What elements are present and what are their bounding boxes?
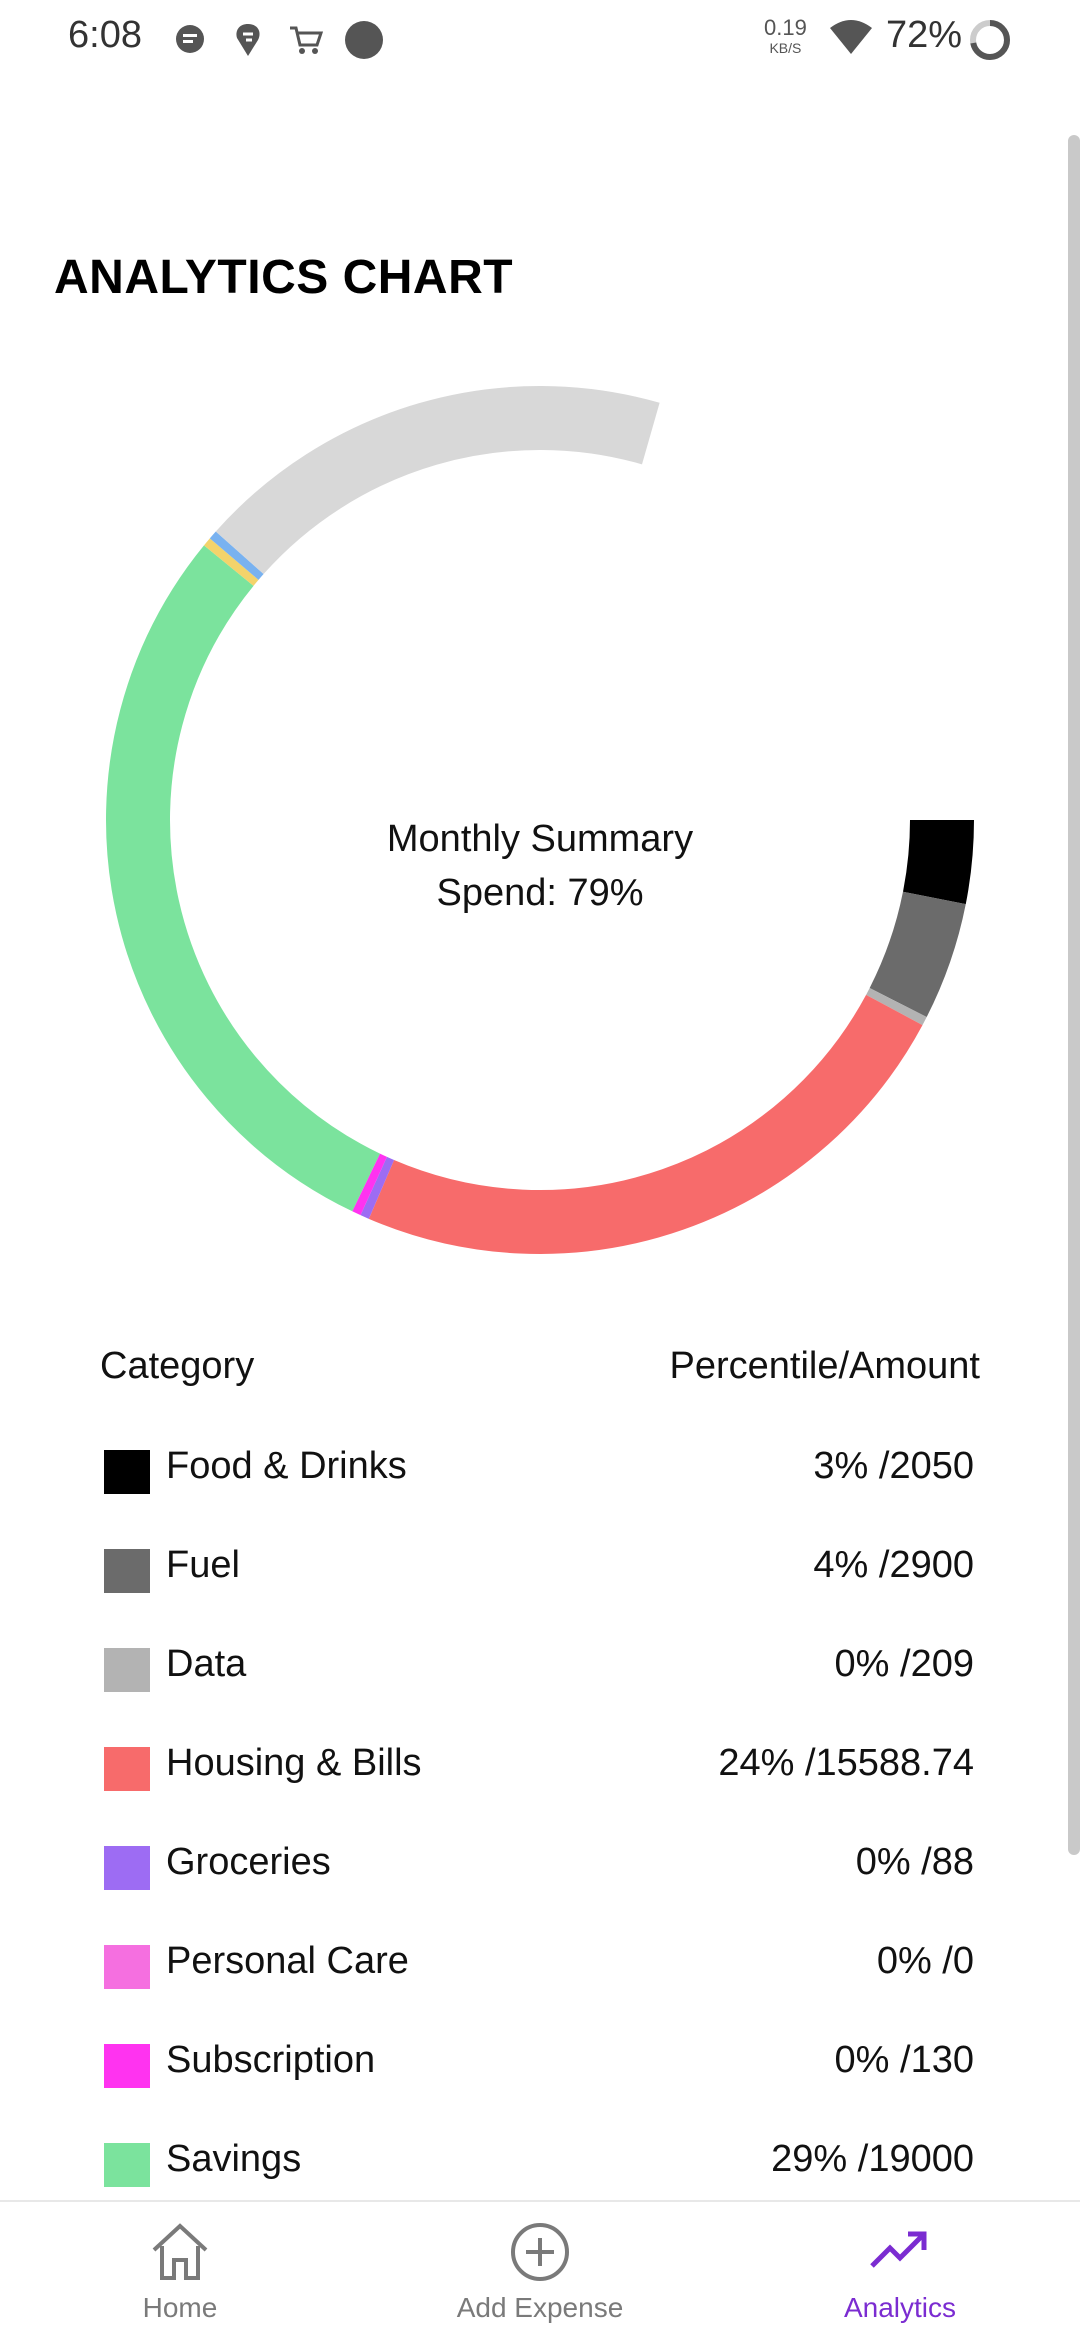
- chart-slice-groceries: [360, 1156, 395, 1219]
- chart-slice-accent-1: [203, 538, 259, 586]
- chart-slice-subscription: [352, 1153, 388, 1216]
- category-list: Food & Drinks 3% /2050 Fuel 4% /2900 Dat…: [104, 1445, 974, 2237]
- category-label: Savings: [166, 2138, 302, 2180]
- category-value: 29% /19000: [771, 2138, 974, 2180]
- page-title: ANALYTICS CHART: [54, 251, 514, 304]
- category-value: 3% /2050: [813, 1445, 974, 1487]
- category-label: Fuel: [166, 1544, 240, 1586]
- status-time: 6:08: [68, 14, 142, 56]
- category-label: Groceries: [166, 1841, 331, 1883]
- category-value: 0% /209: [834, 1643, 974, 1685]
- category-value: 0% /88: [855, 1841, 974, 1883]
- color-swatch: [104, 1846, 150, 1890]
- wifi-icon: [828, 18, 874, 58]
- color-swatch: [104, 2044, 150, 2088]
- chart-summary: Monthly Summary Spend: 79%: [105, 812, 975, 920]
- list-item: Groceries 0% /88: [104, 1841, 974, 1940]
- header-category: Category: [100, 1345, 255, 1387]
- chart-slice-food-drinks: [902, 819, 974, 905]
- category-value: 24% /15588.74: [718, 1742, 974, 1784]
- dot-icon: [344, 20, 384, 60]
- category-value: 0% /0: [876, 1940, 974, 1982]
- notification-icons: [170, 18, 384, 62]
- nav-analytics[interactable]: Analytics: [780, 2202, 1020, 2340]
- chart-slice-data: [866, 987, 927, 1026]
- list-item: Subscription 0% /130: [104, 2039, 974, 2138]
- category-label: Data: [166, 1643, 247, 1685]
- list-item: Data 0% /209: [104, 1643, 974, 1742]
- nav-add-expense-label: Add Expense: [456, 2292, 624, 2323]
- list-item: Housing & Bills 24% /15588.74: [104, 1742, 974, 1841]
- net-speed-unit: KB/S: [769, 40, 802, 56]
- battery-icon: [968, 18, 1012, 62]
- list-item: Food & Drinks 3% /2050: [104, 1445, 974, 1544]
- header-amount: Percentile/Amount: [669, 1345, 981, 1387]
- chart-slice-fuel: [869, 891, 966, 1018]
- table-header: Category Percentile/Amount: [100, 1345, 980, 1395]
- scrollbar[interactable]: [1068, 135, 1080, 1855]
- category-label: Subscription: [166, 2039, 376, 2081]
- net-speed-value: 0.19: [764, 15, 807, 40]
- color-swatch: [104, 1747, 150, 1791]
- category-label: Food & Drinks: [166, 1445, 407, 1487]
- nav-home[interactable]: Home: [60, 2202, 300, 2340]
- list-item: Savings 29% /19000: [104, 2138, 974, 2237]
- battery-percent: 72%: [886, 14, 963, 56]
- category-value: 0% /130: [834, 2039, 974, 2081]
- donut-chart: [106, 386, 974, 1254]
- color-swatch: [104, 1648, 150, 1692]
- network-speed: 0.19 KB/S: [764, 15, 807, 58]
- message-icon: [170, 20, 210, 60]
- chart-slice-accent-2: [209, 531, 264, 580]
- cart-icon: [286, 20, 326, 60]
- add-circle-icon: [508, 2220, 572, 2284]
- swiggy-icon: [228, 20, 268, 60]
- home-icon: [148, 2220, 212, 2284]
- chart-slice-remaining: [215, 386, 660, 575]
- list-item: Personal Care 0% /0: [104, 1940, 974, 2039]
- color-swatch: [104, 1945, 150, 1989]
- chart-summary-title: Monthly Summary: [386, 818, 694, 860]
- color-swatch: [104, 1450, 150, 1494]
- chart-slice-savings: [106, 545, 380, 1212]
- category-value: 4% /2900: [813, 1544, 974, 1586]
- list-item: Fuel 4% /2900: [104, 1544, 974, 1643]
- bottom-navigation: Home Add Expense Analytics: [0, 2200, 1080, 2340]
- color-swatch: [104, 2143, 150, 2187]
- nav-home-label: Home: [142, 2292, 218, 2323]
- category-label: Housing & Bills: [166, 1742, 422, 1784]
- chart-slice-housing-bills: [368, 994, 923, 1254]
- nav-analytics-label: Analytics: [843, 2292, 957, 2323]
- nav-add-expense[interactable]: Add Expense: [420, 2202, 660, 2340]
- status-bar: 6:08 0.19 KB/S 72%: [0, 0, 1080, 80]
- color-swatch: [104, 1549, 150, 1593]
- trending-up-icon: [868, 2220, 932, 2284]
- chart-summary-spend: Spend: 79%: [436, 872, 644, 914]
- category-label: Personal Care: [166, 1940, 409, 1982]
